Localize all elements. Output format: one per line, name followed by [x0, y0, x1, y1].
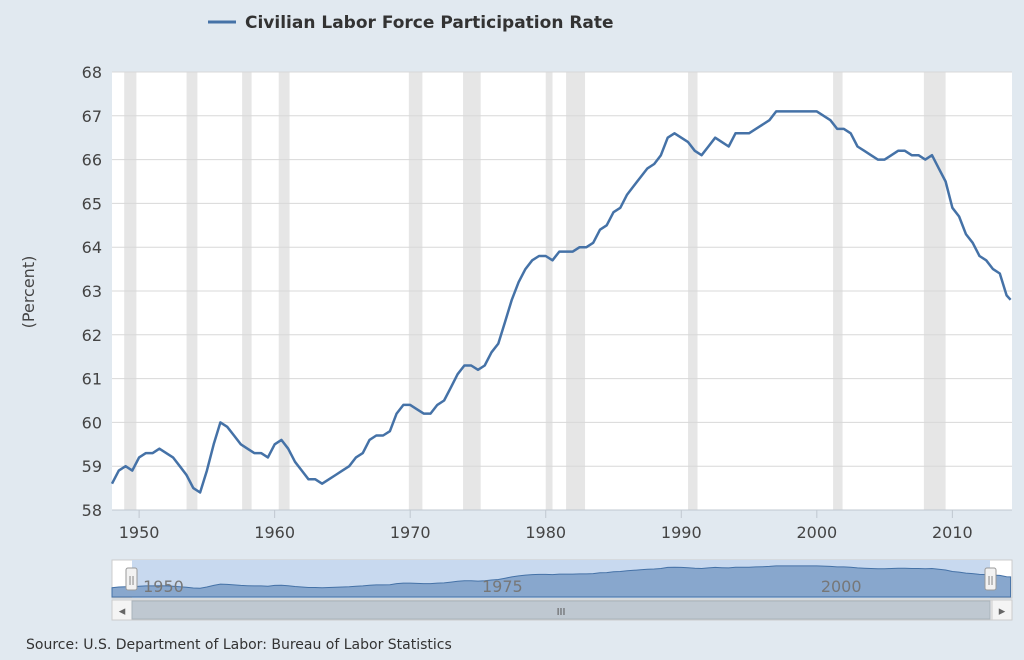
- y-tick-label: 65: [82, 194, 102, 213]
- scrollbar-thumb[interactable]: [131, 600, 991, 620]
- chevron-right-icon: ▸: [999, 604, 1006, 619]
- navigator-label: 2000: [821, 577, 862, 596]
- y-tick-label: 64: [82, 238, 102, 257]
- y-tick-label: 61: [82, 370, 102, 389]
- navigator-label: 1975: [482, 577, 523, 596]
- y-tick-label: 66: [82, 151, 102, 170]
- y-tick-label: 60: [82, 413, 102, 432]
- navigator-label: 1950: [143, 577, 184, 596]
- navigator-series-area: [111, 565, 1012, 598]
- legend-label: Civilian Labor Force Participation Rate: [245, 13, 614, 33]
- x-tick-label: 1960: [254, 523, 295, 542]
- x-tick-label: 2010: [932, 523, 973, 542]
- scroll-left-button[interactable]: ◂: [111, 599, 133, 621]
- x-tick-label: 1970: [390, 523, 431, 542]
- legend[interactable]: Civilian Labor Force Participation Rate: [208, 13, 614, 33]
- gridlines: [112, 71, 1012, 511]
- navigator-right-handle[interactable]: ||: [984, 567, 997, 591]
- navigator[interactable]: 1950 1975 2000 || ||: [111, 559, 1013, 599]
- x-tick-label: 1950: [119, 523, 160, 542]
- chevron-left-icon: ◂: [119, 604, 126, 619]
- y-tick-label: 59: [82, 457, 102, 476]
- svg-text:||: ||: [987, 576, 993, 586]
- y-tick-label: 62: [82, 326, 102, 345]
- y-axis-label: (Percent): [19, 256, 38, 329]
- y-tick-label: 58: [82, 501, 102, 520]
- x-axis-ticks: 1950 1960 1970 1980 1990 2000 2010: [119, 510, 973, 542]
- scrollbar-grip: III: [557, 607, 566, 618]
- series-line[interactable]: [110, 110, 1012, 494]
- y-tick-label: 68: [82, 63, 102, 82]
- x-tick-label: 2000: [796, 523, 837, 542]
- y-tick-label: 63: [82, 282, 102, 301]
- y-tick-label: 67: [82, 107, 102, 126]
- y-axis-ticks: 58 59 60 61 62 63 64 65 66 67 68: [82, 63, 102, 520]
- scrollbar[interactable]: ◂ III ▸: [111, 599, 1013, 621]
- x-tick-label: 1980: [525, 523, 566, 542]
- navigator-labels: 1950 1975 2000: [143, 577, 861, 596]
- svg-text:||: ||: [128, 576, 134, 586]
- navigator-left-handle[interactable]: ||: [125, 567, 138, 591]
- source-note: Source: U.S. Department of Labor: Bureau…: [26, 637, 452, 653]
- x-tick-label: 1990: [661, 523, 702, 542]
- scroll-right-button[interactable]: ▸: [991, 599, 1013, 621]
